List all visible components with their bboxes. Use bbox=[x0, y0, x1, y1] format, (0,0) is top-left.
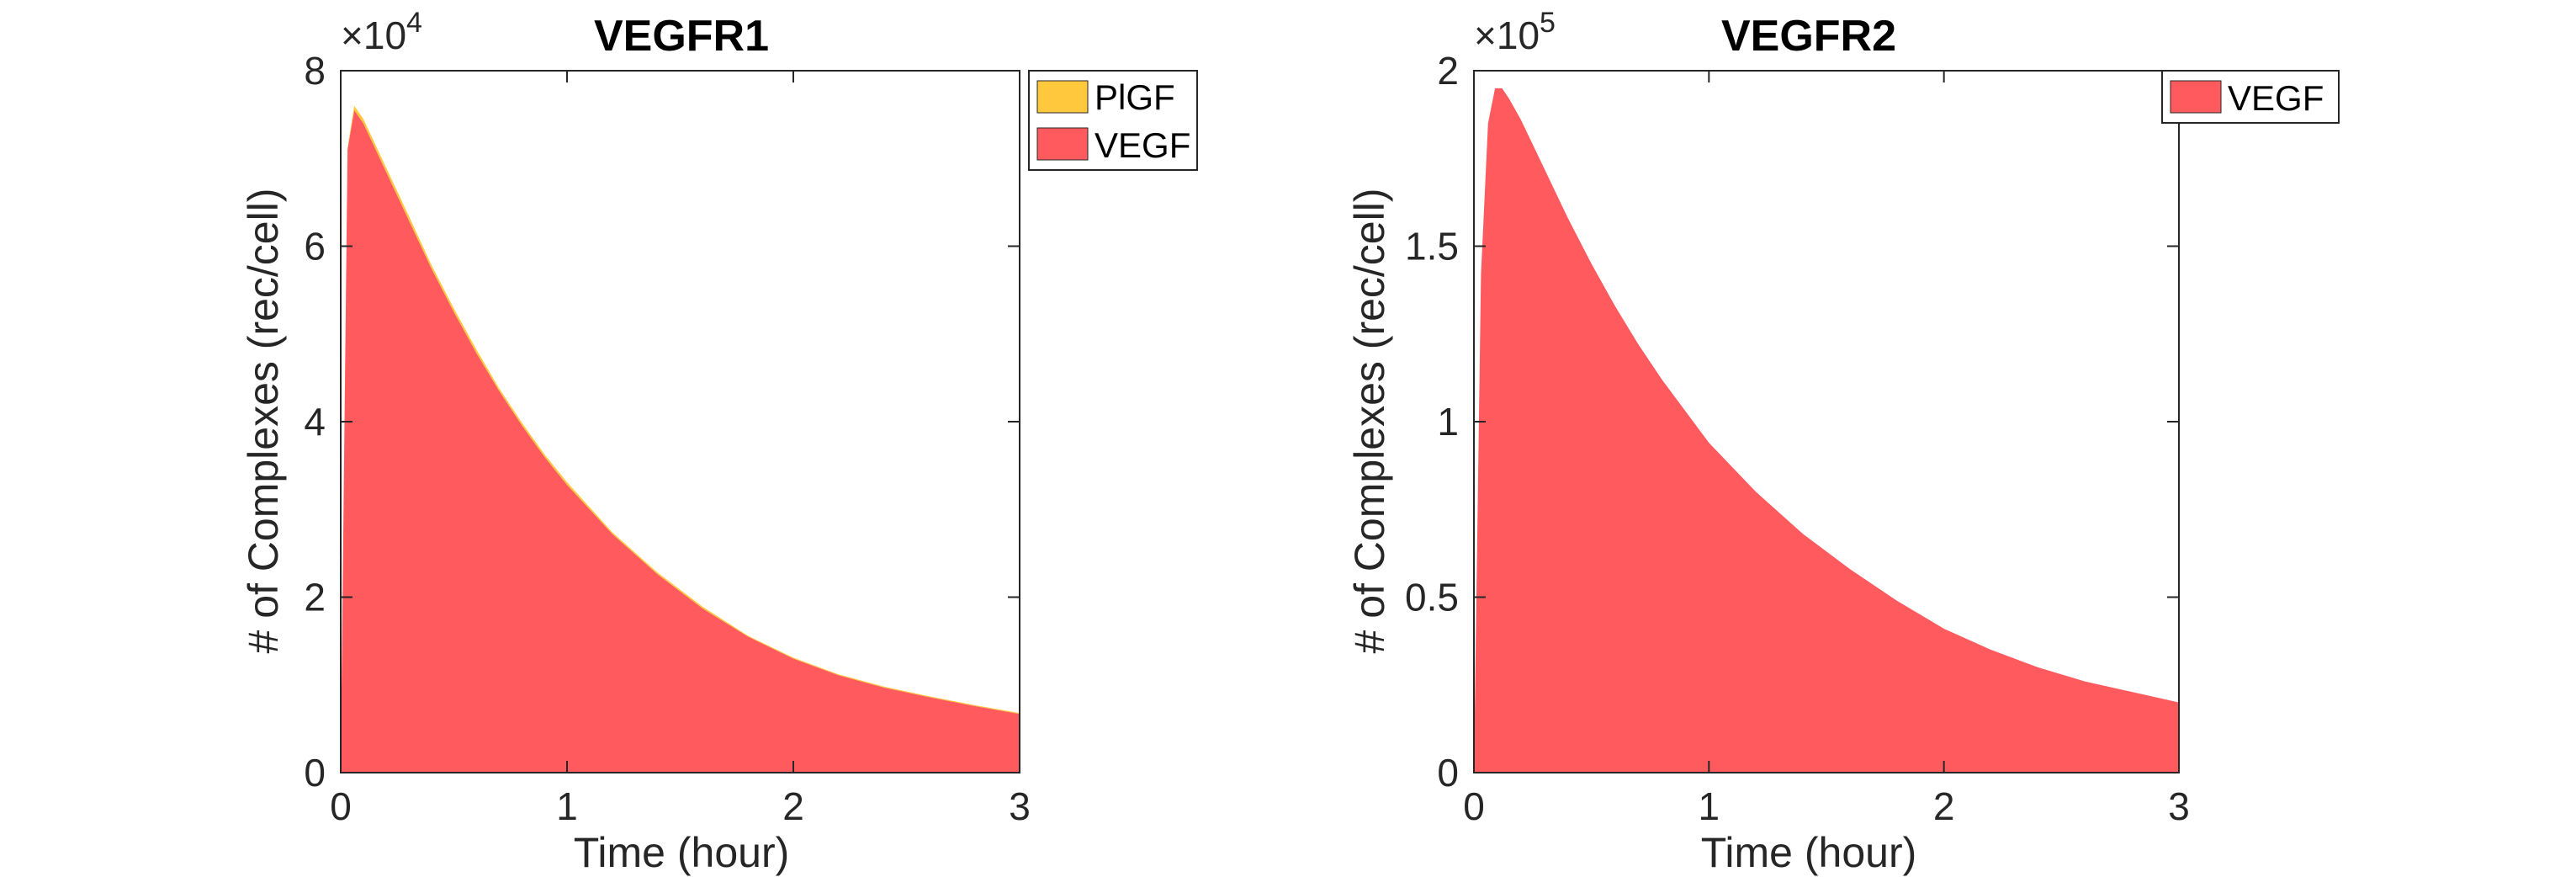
plot-area-vegfr2: 0 1 2 3 0 0.5 1 1.5 2 bbox=[1405, 49, 2190, 828]
x-tick-label: 1 bbox=[556, 784, 578, 828]
legend-swatch-vegf bbox=[2170, 80, 2222, 114]
y-tick-label: 2 bbox=[1437, 49, 1459, 93]
x-tick-label: 1 bbox=[1699, 784, 1720, 828]
y-exponent-power-vegfr1: 4 bbox=[406, 7, 422, 39]
legend-swatch-plgf bbox=[1036, 80, 1089, 114]
x-tick-label: 2 bbox=[1933, 784, 1955, 828]
y-axis-label-vegfr2: # of Complexes (rec/cell) bbox=[1346, 189, 1393, 654]
y-exponent-power-vegfr2: 5 bbox=[1540, 7, 1556, 39]
chart-title-vegfr1: VEGFR1 bbox=[594, 12, 769, 61]
chart-title-vegfr2: VEGFR2 bbox=[1721, 12, 1896, 61]
x-tick-label: 3 bbox=[1009, 784, 1031, 828]
y-tick-label: 6 bbox=[304, 225, 326, 268]
y-tick-label: 4 bbox=[304, 400, 326, 444]
x-tick-label: 0 bbox=[1463, 784, 1485, 828]
legend-label-vegf: VEGF bbox=[1095, 125, 1190, 165]
y-exponent-prefix-vegfr1: ×10 bbox=[341, 13, 406, 57]
y-exponent-prefix-vegfr2: ×10 bbox=[1474, 13, 1540, 57]
y-exponent-vegfr2: ×105 bbox=[1474, 7, 1556, 57]
y-tick-label: 2 bbox=[304, 576, 326, 619]
y-tick-label: 0.5 bbox=[1405, 576, 1459, 619]
chart-vegfr2: 0 1 2 3 0 0.5 1 1.5 2 VEGFR2 Time (hour) # of Co… bbox=[1346, 7, 2340, 876]
svg-text:×104: ×104 bbox=[341, 7, 422, 57]
x-tick-label: 3 bbox=[2168, 784, 2190, 828]
y-tick-label: 0 bbox=[1437, 751, 1459, 795]
x-axis-label-vegfr1: Time (hour) bbox=[574, 829, 790, 876]
y-tick-label: 1.5 bbox=[1405, 225, 1459, 268]
legend-swatch-vegf bbox=[1036, 127, 1089, 161]
y-axis-label-vegfr1: # of Complexes (rec/cell) bbox=[240, 189, 287, 654]
y-exponent-vegfr1: ×104 bbox=[341, 7, 422, 57]
x-axis-label-vegfr2: Time (hour) bbox=[1701, 829, 1917, 876]
area-series-vegf-vegfr1 bbox=[341, 109, 1020, 773]
plot-area-vegfr1: 0 1 2 3 0 2 4 6 8 bbox=[304, 49, 1030, 828]
legend-label-plgf: PlGF bbox=[1095, 77, 1175, 117]
x-tick-label: 0 bbox=[330, 784, 352, 828]
y-tick-label: 0 bbox=[304, 751, 326, 795]
area-series-vegf-vegfr2 bbox=[1474, 88, 2179, 773]
legend-vegfr2: VEGF bbox=[2161, 70, 2340, 124]
chart-vegfr1: 0 1 2 3 0 2 4 6 8 VEGFR1 Time (hour) # of Comple… bbox=[240, 7, 1198, 876]
y-tick-label: 8 bbox=[304, 49, 326, 93]
svg-text:×105: ×105 bbox=[1474, 7, 1556, 57]
x-tick-label: 2 bbox=[782, 784, 804, 828]
y-tick-label: 1 bbox=[1437, 400, 1459, 444]
legend-vegfr1: PlGF VEGF bbox=[1028, 70, 1198, 171]
legend-label-vegf: VEGF bbox=[2228, 78, 2324, 118]
